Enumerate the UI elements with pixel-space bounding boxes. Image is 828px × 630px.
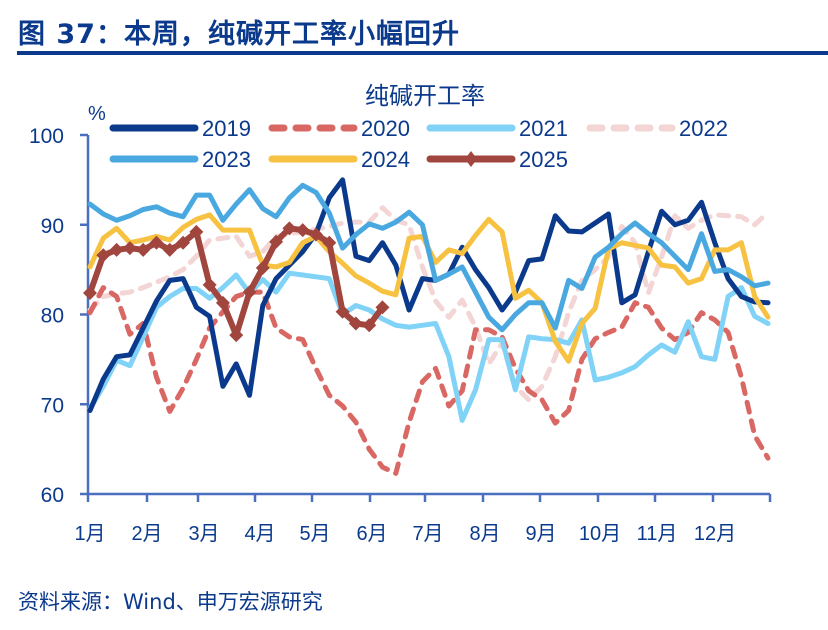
data-marker-2025 [335, 304, 350, 319]
legend-label-2020: 2020 [361, 116, 410, 141]
x-tick-label: 4月 [244, 523, 275, 545]
axes: 60 70 80 90 100 1月 2月 3月 4月 5月 6月 7月 8月 9月 10月 11月 12月 [29, 125, 772, 545]
data-marker-2025 [96, 248, 111, 263]
y-tick-label: 80 [41, 305, 64, 328]
series-line-2020 [87, 285, 771, 476]
legend-label-2023: 2023 [202, 147, 251, 172]
x-tick-label: 6月 [356, 523, 387, 545]
series-line-2023 [87, 182, 771, 333]
figure-title: 图 37：本周，纯碱开工率小幅回升 [18, 19, 460, 50]
y-axis-unit: % [88, 103, 106, 125]
data-marker-2025 [269, 234, 284, 249]
legend: 2019 2020 2021 2022 2023 2024 2025 [109, 116, 728, 172]
data-marker-2025 [136, 242, 151, 257]
data-marker-2025 [362, 318, 377, 333]
x-tick-label: 10月 [579, 523, 621, 545]
y-tick-label: 90 [41, 215, 64, 238]
y-tick-label: 60 [41, 484, 64, 507]
title-underline [17, 51, 828, 55]
legend-label-2022: 2022 [679, 116, 728, 141]
data-marker-2025 [375, 300, 390, 315]
x-tick-label: 8月 [469, 523, 500, 545]
data-marker-2025 [149, 235, 164, 250]
x-tick-label: 3月 [188, 523, 219, 545]
data-marker-2025 [309, 227, 323, 242]
data-marker-2025 [215, 295, 230, 310]
x-tick-label: 1月 [74, 523, 105, 545]
data-marker-2025 [122, 241, 137, 256]
data-marker-2025 [109, 242, 124, 257]
legend-label-2024: 2024 [361, 147, 410, 172]
data-marker-2025 [348, 316, 363, 331]
legend-label-2019: 2019 [202, 116, 251, 141]
data-marker-2025 [242, 285, 257, 300]
data-marker-2025 [282, 221, 297, 236]
data-marker-2025 [322, 235, 337, 250]
data-marker-2025 [255, 260, 270, 275]
source-note: 资料来源：Wind、申万宏源研究 [18, 590, 323, 614]
data-marker-2025 [189, 224, 204, 239]
x-tick-label: 7月 [412, 523, 443, 545]
x-tick-label: 5月 [299, 523, 330, 545]
data-marker-2025 [202, 277, 217, 292]
series-line-2019 [87, 177, 771, 413]
data-marker-2025 [162, 242, 177, 257]
x-tick-label: 9月 [525, 523, 556, 545]
data-marker-2025 [229, 328, 244, 343]
series-line-2021 [87, 270, 771, 423]
legend-label-2025: 2025 [519, 147, 568, 172]
data-marker-2025 [83, 285, 97, 300]
series-lines [83, 177, 771, 476]
x-tick-label: 12月 [694, 523, 736, 545]
data-marker-2025 [176, 235, 191, 250]
chart-title: 纯碱开工率 [365, 83, 485, 110]
x-tick-label: 11月 [637, 523, 678, 545]
legend-label-2021: 2021 [519, 116, 568, 141]
data-marker-2025 [295, 223, 310, 238]
y-tick-label: 70 [41, 394, 64, 417]
legend-marker-2025 [465, 151, 477, 167]
y-tick-label: 100 [29, 125, 64, 148]
x-tick-label: 2月 [131, 523, 162, 545]
